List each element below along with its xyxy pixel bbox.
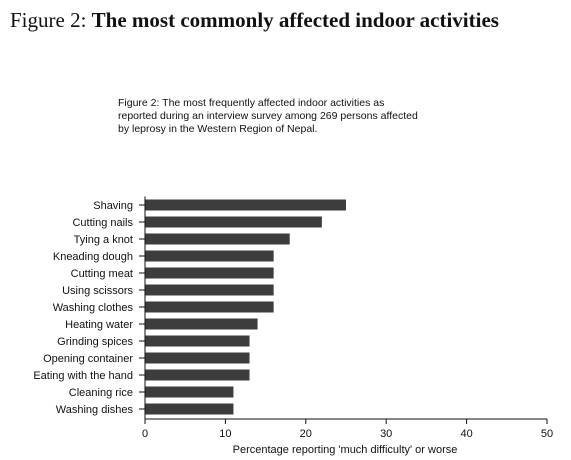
bars-layer bbox=[145, 199, 346, 415]
page-title: Figure 2: The most commonly affected ind… bbox=[10, 8, 565, 33]
bar-shaving bbox=[145, 199, 346, 211]
figure-prefix: Figure 2: bbox=[10, 8, 87, 32]
bar-opening-container bbox=[145, 352, 250, 364]
bar-washing-clothes bbox=[145, 301, 274, 313]
category-label: Eating with the hand bbox=[33, 370, 133, 382]
x-tick-label: 50 bbox=[541, 428, 553, 440]
x-tick-label: 40 bbox=[460, 428, 472, 440]
caption-line-3: by leprosy in the Western Region of Nepa… bbox=[118, 123, 318, 135]
x-tick-label: 30 bbox=[380, 428, 392, 440]
bar-cutting-nails bbox=[145, 216, 322, 228]
bar-heating-water bbox=[145, 318, 258, 330]
x-axis: 0 10 20 30 40 50 bbox=[139, 196, 553, 440]
category-label: Using scissors bbox=[62, 285, 133, 297]
caption-line-1: Figure 2: The most frequently affected i… bbox=[118, 97, 385, 109]
bar-washing-dishes bbox=[145, 403, 234, 415]
bar-cutting-meat bbox=[145, 267, 274, 279]
bar-tying-a-knot bbox=[145, 233, 290, 245]
category-label: Grinding spices bbox=[57, 336, 133, 348]
category-label: Shaving bbox=[93, 200, 133, 212]
caption-line-2: reported during an interview survey amon… bbox=[118, 110, 418, 122]
bar-eating-with-the-hand bbox=[145, 369, 250, 381]
x-tick-label: 0 bbox=[142, 428, 148, 440]
category-label: Heating water bbox=[65, 319, 133, 331]
bar-kneading-dough bbox=[145, 250, 274, 262]
x-axis-title: Percentage reporting 'much difficulty' o… bbox=[233, 444, 458, 456]
chart-caption: Figure 2: The most frequently affected i… bbox=[118, 97, 478, 136]
category-label: Washing clothes bbox=[53, 302, 134, 314]
bar-cleaning-rice bbox=[145, 386, 234, 398]
category-label: Opening container bbox=[43, 353, 133, 365]
x-tick-label: 10 bbox=[219, 428, 231, 440]
category-labels: Shaving Cutting nails Tying a knot Kneading… bbox=[33, 200, 133, 416]
category-label: Cleaning rice bbox=[69, 387, 133, 399]
category-label: Washing dishes bbox=[56, 404, 134, 416]
bar-using-scissors bbox=[145, 284, 274, 296]
bar-grinding-spices bbox=[145, 335, 250, 347]
category-label: Cutting meat bbox=[71, 268, 133, 280]
category-label: Cutting nails bbox=[72, 217, 133, 229]
x-tick-label: 20 bbox=[300, 428, 312, 440]
category-label: Tying a knot bbox=[74, 234, 133, 246]
figure-title: The most commonly affected indoor activi… bbox=[91, 8, 499, 32]
category-label: Kneading dough bbox=[53, 251, 133, 263]
